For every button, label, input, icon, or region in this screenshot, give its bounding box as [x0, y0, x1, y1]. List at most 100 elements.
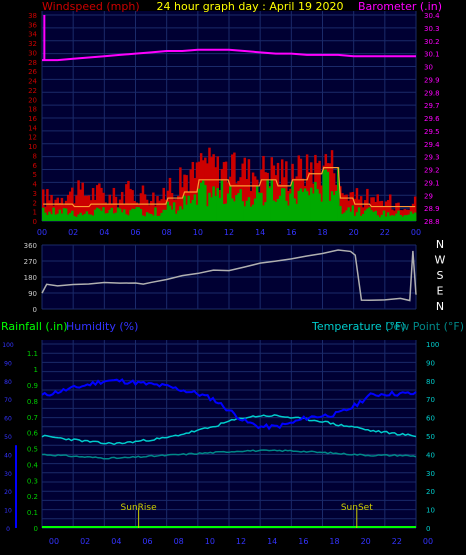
wind-average-bar: [320, 201, 323, 221]
temperature-tick: 10: [426, 507, 435, 515]
wind-average-bar: [120, 212, 124, 221]
wind-average-bar: [295, 203, 298, 221]
wind-average-bar: [116, 207, 120, 221]
wind-average-bar: [270, 179, 274, 221]
wind-gust-bar: [359, 196, 363, 221]
wind-gust-bar: [285, 161, 288, 221]
wind-gust-bar: [106, 204, 109, 221]
wind-average-bar: [112, 213, 116, 221]
humidity-tick: 30: [4, 471, 12, 478]
barometer-tick: 28.8: [424, 218, 440, 226]
compass-label: S: [437, 269, 444, 282]
windspeed-tick: 1: [33, 209, 37, 217]
wind-gust-bar: [276, 162, 280, 221]
wind-average-bar: [285, 200, 288, 221]
wind-average-bar: [114, 212, 118, 221]
wind-gust-bar: [214, 167, 217, 221]
chart-title: 24 hour graph day : April 19 2020: [157, 0, 344, 13]
temp-humidity-grid: [41, 340, 417, 529]
wind-average-bar: [93, 209, 97, 221]
rainfall-tick: 0.1: [27, 509, 38, 517]
wind-gust-bar: [376, 194, 379, 221]
wind-gust-bar: [147, 205, 151, 221]
wind-gust-bar: [104, 202, 107, 221]
wind-gust-bar: [108, 194, 111, 221]
windspeed-tick: 10: [28, 143, 37, 151]
windspeed-tick: 26: [28, 68, 37, 76]
wind-gust-bar: [264, 172, 267, 221]
hour-tick: 08: [162, 228, 172, 237]
humidity-line: [41, 378, 417, 431]
windspeed-tick: 34: [28, 31, 37, 39]
wind-average-bar: [73, 215, 76, 221]
hour-tick: 04: [111, 537, 121, 546]
wind-gust-bar: [50, 195, 53, 221]
wind-average-bar: [374, 210, 377, 221]
barometer-axis: 28.8 28.9 29 29.1 29.2 29.3 29.4 29.5 29.6 29.7 29…: [424, 12, 440, 226]
wind-average-bar: [83, 213, 87, 221]
wind-average-bar: [62, 208, 66, 221]
wind-average-bar: [293, 198, 296, 221]
wind-average-bar: [361, 213, 365, 221]
rainfall-tick: 0.3: [27, 477, 38, 485]
humidity-tick: 60: [4, 416, 12, 423]
wind-gust-bar: [208, 147, 211, 221]
direction-tick: 360: [24, 242, 37, 250]
wind-average-bar: [324, 169, 328, 221]
wind-average-bar: [334, 190, 338, 221]
wind-gust-bar: [386, 200, 390, 221]
hour-tick: 22: [380, 228, 390, 237]
wind-average-bar: [216, 188, 220, 221]
temperature-tick: 30: [426, 470, 435, 478]
wind-average-bar: [166, 201, 170, 221]
wind-average-bar: [258, 193, 261, 221]
wind-gust-bar: [46, 189, 49, 221]
wind-average-bar: [235, 195, 238, 221]
wind-average-bar: [395, 213, 398, 221]
wind-average-bar: [218, 197, 222, 221]
wind-gust-bar: [339, 186, 342, 221]
wind-gust-bar: [145, 199, 149, 221]
barometer-tick: 29: [424, 192, 433, 200]
wind-average-bar: [405, 215, 409, 221]
hour-tick: 00: [37, 228, 47, 237]
wind-average-bar: [69, 213, 72, 221]
hour-tick: 16: [286, 228, 296, 237]
temperature-tick: 80: [426, 378, 435, 386]
wind-gust-bar: [388, 194, 392, 221]
rainfall-tick: 0.6: [27, 430, 39, 438]
wind-gust-bar: [349, 192, 352, 221]
dewpoint-axis-label: Dew Point (°F): [385, 320, 464, 333]
hour-tick: 06: [130, 228, 140, 237]
wind-average-bar: [56, 213, 60, 221]
wind-average-bar: [220, 180, 224, 221]
temperature-tick: 90: [426, 359, 435, 367]
barometer-tick: 29.5: [424, 128, 440, 136]
wind-average-bar: [172, 202, 176, 221]
windspeed-tick: 12: [28, 134, 37, 142]
wind-gust-bar: [245, 179, 249, 221]
wind-average-bar: [413, 212, 417, 221]
barometer-tick: 29.2: [424, 167, 440, 175]
wind-gust-bar: [378, 201, 382, 221]
wind-average-bar: [158, 215, 161, 221]
wind-average-bar: [328, 200, 332, 221]
hour-tick: 00: [411, 228, 421, 237]
wind-gust-bar: [174, 199, 178, 221]
wind-average-bar: [133, 209, 136, 221]
wind-average-bar: [79, 212, 82, 221]
wind-average-bar: [164, 209, 168, 221]
wind-average-bar: [368, 207, 371, 221]
wind-gust-bar: [89, 200, 93, 221]
wind-average-line: [43, 167, 416, 208]
hour-tick: 02: [80, 537, 90, 546]
wind-average-bar: [353, 215, 357, 221]
wind-gust-bar: [403, 209, 407, 221]
wind-average-bar: [89, 214, 93, 221]
wind-average-bar: [233, 201, 236, 221]
wind-average-bar: [58, 209, 62, 221]
wind-average-bar: [191, 199, 195, 221]
